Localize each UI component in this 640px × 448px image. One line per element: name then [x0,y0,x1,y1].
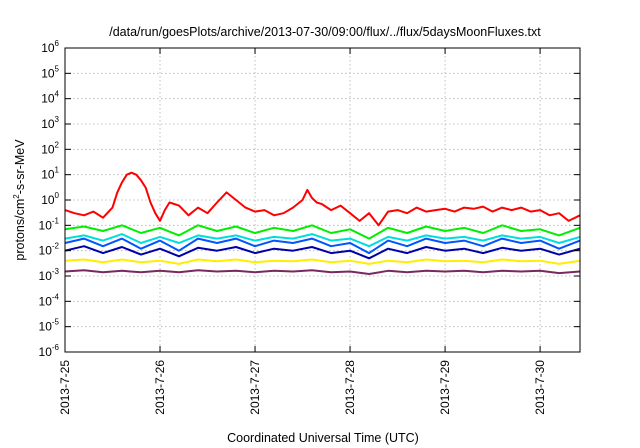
series-line-1 [64,171,581,227]
y-tick-label-exp: -3 [52,267,60,276]
x-tick-label: 2013-7-27 [248,360,262,415]
y-tick-label-base: 10 [39,218,53,232]
y-tick-label: 100 [41,191,59,207]
y-tick-label-exp: 2 [55,140,60,149]
y-tick-label-base: 10 [41,66,55,80]
y-tick-label: 10-2 [39,242,60,258]
y-tick-label-base: 10 [41,168,55,182]
y-tick-label-exp: 0 [55,191,60,200]
tick-group [64,47,580,353]
y-tick-label-base: 10 [39,294,53,308]
y-tick-label: 10-1 [39,216,60,232]
series-line-6 [64,258,581,265]
y-axis-label-sup: 2 [12,194,21,199]
y-tick-label-exp: 1 [55,166,60,175]
y-tick-label-exp: -6 [52,343,60,352]
y-axis-label-rest: -s-sr-MeV [13,139,27,195]
y-tick-label-base: 10 [41,41,55,55]
y-tick-label: 103 [41,115,59,131]
y-tick-label-base: 10 [39,320,53,334]
y-axis-label-base: protons/cm [13,199,27,261]
y-tick-label-exp: -1 [52,216,60,225]
grid [65,48,580,352]
series-group [64,171,581,275]
x-tick-label: 2013-7-30 [533,360,547,415]
y-tick-label-base: 10 [39,269,53,283]
y-axis-label: protons/cm2-s-sr-MeV [12,139,27,261]
x-tick-label: 2013-7-26 [153,360,167,415]
x-tick-label: 2013-7-25 [58,360,72,415]
y-tick-label-base: 10 [41,193,55,207]
y-tick-label-exp: 4 [55,90,60,99]
x-tick-label: 2013-7-29 [438,360,452,415]
y-tick-label-exp: -5 [52,318,60,327]
series-line-5 [64,245,581,260]
y-tick-label-exp: 6 [55,39,60,48]
series-line-3 [64,233,581,248]
y-tick-label-base: 10 [41,92,55,106]
y-tick-label-exp: -2 [52,242,60,251]
y-tick-label: 102 [41,140,59,156]
x-tick-labels: 2013-7-25 2013-7-26 2013-7-27 2013-7-28 2013… [58,360,547,415]
y-tick-label: 10-3 [39,267,60,283]
y-tick-label-base: 10 [41,117,55,131]
y-tick-label-base: 10 [41,142,55,156]
y-tick-label-exp: -4 [52,292,60,301]
y-tick-label: 10-5 [39,318,60,334]
y-tick-label: 10-6 [39,343,60,359]
y-tick-label-exp: 5 [55,64,60,73]
y-tick-label-exp: 3 [55,115,60,124]
y-tick-labels: 10610510410310210110010-110-210-310-410-… [39,39,60,359]
y-tick-label: 105 [41,64,59,80]
y-tick-label: 101 [41,166,59,182]
x-axis-label: Coordinated Universal Time (UTC) [227,431,419,445]
series-line-7 [64,269,581,275]
series-line-2 [64,224,581,240]
y-tick-label: 104 [41,90,59,106]
y-tick-label-base: 10 [39,345,53,359]
chart-title: /data/run/goesPlots/archive/2013-07-30/0… [109,25,541,39]
y-tick-label: 10-4 [39,292,60,308]
series-line-4 [64,237,581,255]
y-tick-label: 106 [41,39,59,55]
y-tick-label-base: 10 [39,244,53,258]
x-tick-label: 2013-7-28 [343,360,357,415]
